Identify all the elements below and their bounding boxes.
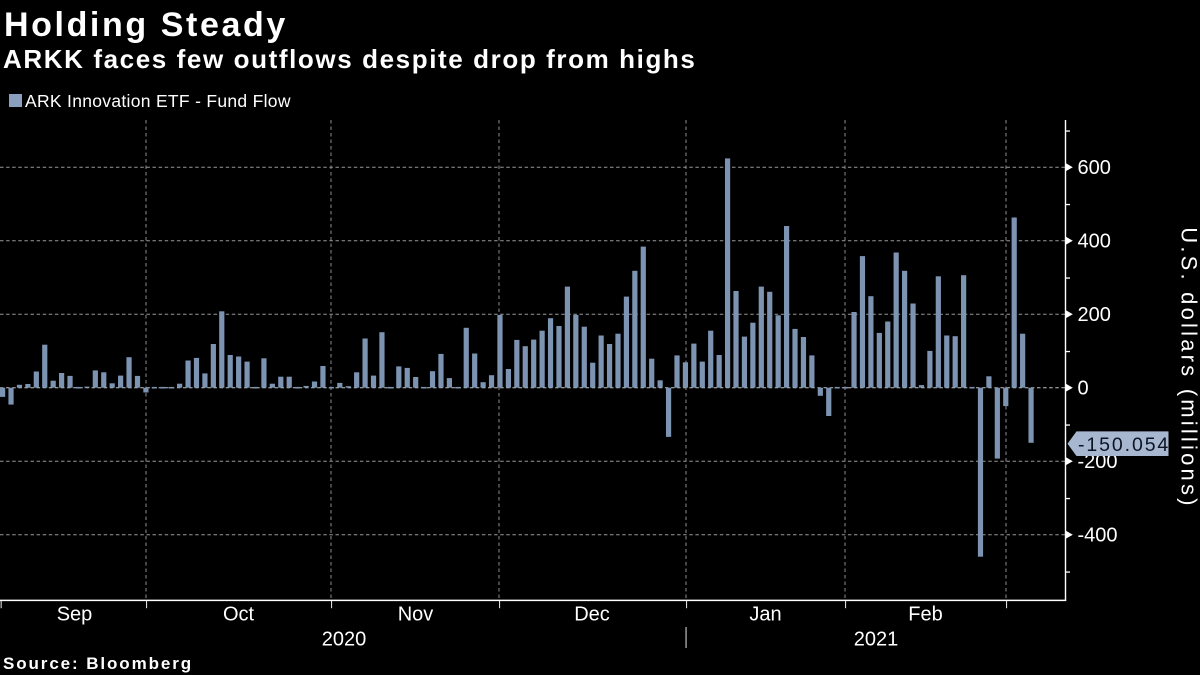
svg-text:ARKK faces few outflows despit: ARKK faces few outflows despite drop fro… — [3, 44, 696, 74]
svg-text:Feb: Feb — [908, 604, 942, 626]
svg-text:400: 400 — [1078, 231, 1111, 253]
svg-text:Oct: Oct — [223, 604, 255, 626]
svg-text:ARK Innovation ETF - Fund Flow: ARK Innovation ETF - Fund Flow — [25, 91, 291, 111]
svg-text:U.S. dollars (millions): U.S. dollars (millions) — [1177, 227, 1200, 508]
svg-text:0: 0 — [1078, 378, 1089, 400]
svg-text:Sep: Sep — [57, 604, 93, 626]
svg-text:Source: Bloomberg: Source: Bloomberg — [3, 654, 193, 673]
svg-text:Holding Steady: Holding Steady — [4, 6, 288, 44]
svg-text:Dec: Dec — [574, 604, 610, 626]
svg-text:Jan: Jan — [749, 604, 781, 626]
svg-text:2021: 2021 — [854, 629, 899, 651]
svg-text:-200: -200 — [1078, 451, 1118, 473]
svg-text:Nov: Nov — [398, 604, 434, 626]
svg-text:2020: 2020 — [322, 629, 367, 651]
svg-text:-400: -400 — [1078, 525, 1118, 547]
svg-text:600: 600 — [1078, 157, 1111, 179]
svg-text:-150.054: -150.054 — [1078, 434, 1170, 456]
svg-text:200: 200 — [1078, 304, 1111, 326]
